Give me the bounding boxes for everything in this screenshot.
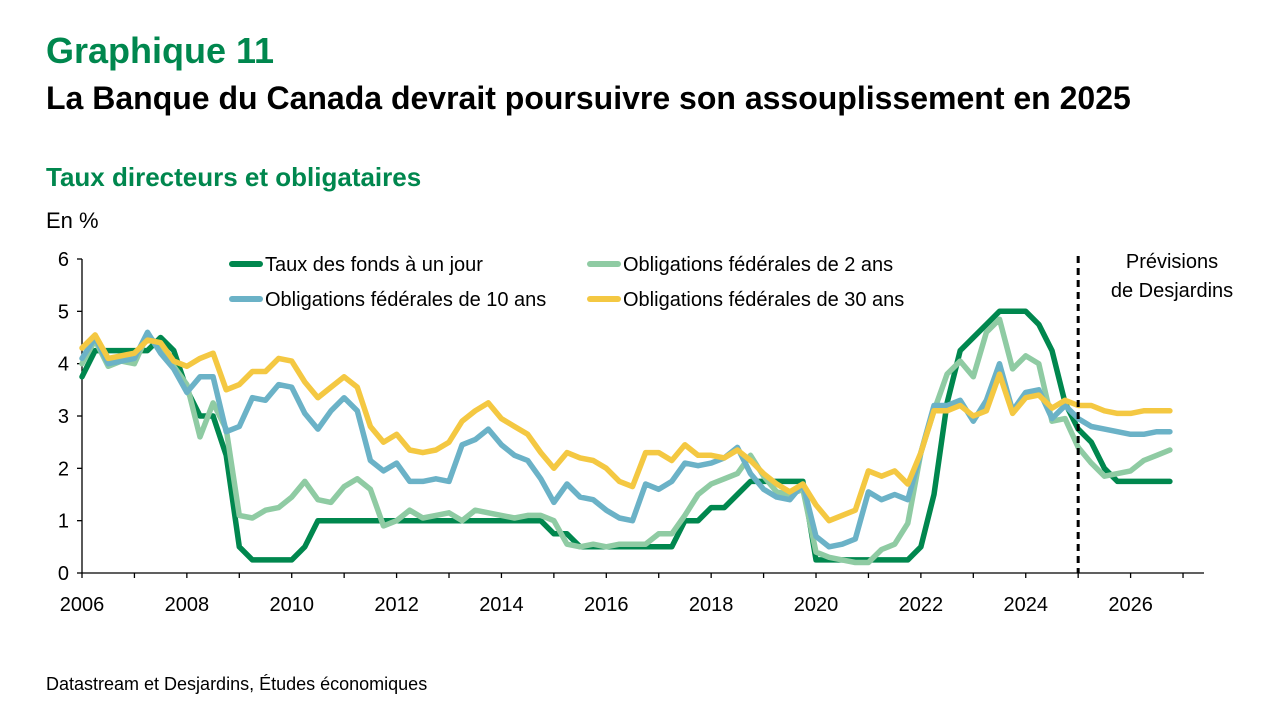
series-line-2: [79, 316, 1173, 566]
y-tick-label: 5: [58, 301, 69, 323]
x-tick-label: 2016: [584, 594, 629, 616]
x-tick-label: 2010: [269, 594, 314, 616]
y-tick-label: 2: [58, 458, 69, 480]
y-tick-label: 4: [58, 354, 69, 376]
chart-number-label: Graphique 11: [46, 30, 275, 71]
x-tick-label: 2006: [60, 594, 105, 616]
legend-label-3: Obligations fédérales de 10 ans: [265, 289, 546, 311]
chart-axes: 0 1 2 3 4 5 6 2006 2008 2010 2012 2014 2016 2018 2020 2…: [58, 249, 1204, 616]
x-tick-label: 2014: [479, 594, 524, 616]
forecast-label-line2: de Desjardins: [1111, 280, 1233, 302]
chart-series-lines: [79, 308, 1173, 566]
source-note: Datastream et Desjardins, Études économi…: [46, 674, 428, 694]
x-tick-label: 2024: [1003, 594, 1048, 616]
y-tick-label: 1: [58, 511, 69, 533]
series-line-3: [79, 329, 1173, 550]
x-tick-label: 2022: [899, 594, 944, 616]
x-tick-label: 2020: [794, 594, 839, 616]
y-tick-label: 6: [58, 249, 69, 271]
legend-label-1: Taux des fonds à un jour: [265, 254, 483, 276]
x-tick-label: 2008: [165, 594, 210, 616]
y-tick-label: 3: [58, 406, 69, 428]
chart-main-title: La Banque du Canada devrait poursuivre s…: [46, 80, 1131, 116]
x-tick-label: 2018: [689, 594, 734, 616]
legend-label-4: Obligations fédérales de 30 ans: [623, 289, 904, 311]
forecast-annotation: Prévisions de Desjardins: [1076, 251, 1233, 573]
y-axis-label: En %: [46, 208, 99, 233]
legend-label-2: Obligations fédérales de 2 ans: [623, 254, 893, 276]
series-line-1: [79, 308, 1173, 563]
forecast-label-line1: Prévisions: [1126, 251, 1218, 273]
x-tick-label: 2012: [374, 594, 419, 616]
chart-subtitle: Taux directeurs et obligataires: [46, 162, 422, 192]
line-chart: En % 0 1 2 3 4 5 6 2006 2008 2010 2012 2014 2016 2018…: [46, 208, 1233, 616]
chart-legend: Taux des fonds à un jour Obligations fédé…: [229, 254, 904, 311]
x-tick-label: 2026: [1108, 594, 1153, 616]
series-line-4: [79, 332, 1173, 524]
y-tick-label: 0: [58, 563, 69, 585]
